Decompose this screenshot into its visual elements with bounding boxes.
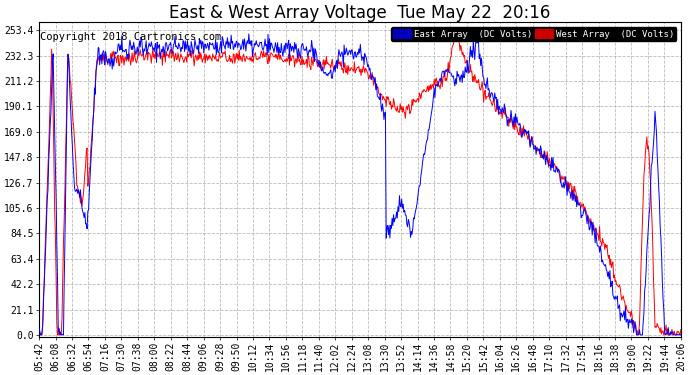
Title: East & West Array Voltage  Tue May 22  20:16: East & West Array Voltage Tue May 22 20:… [169, 4, 551, 22]
Text: Copyright 2018 Cartronics.com: Copyright 2018 Cartronics.com [41, 32, 221, 42]
Legend: East Array  (DC Volts), West Array  (DC Volts): East Array (DC Volts), West Array (DC Vo… [391, 27, 676, 41]
